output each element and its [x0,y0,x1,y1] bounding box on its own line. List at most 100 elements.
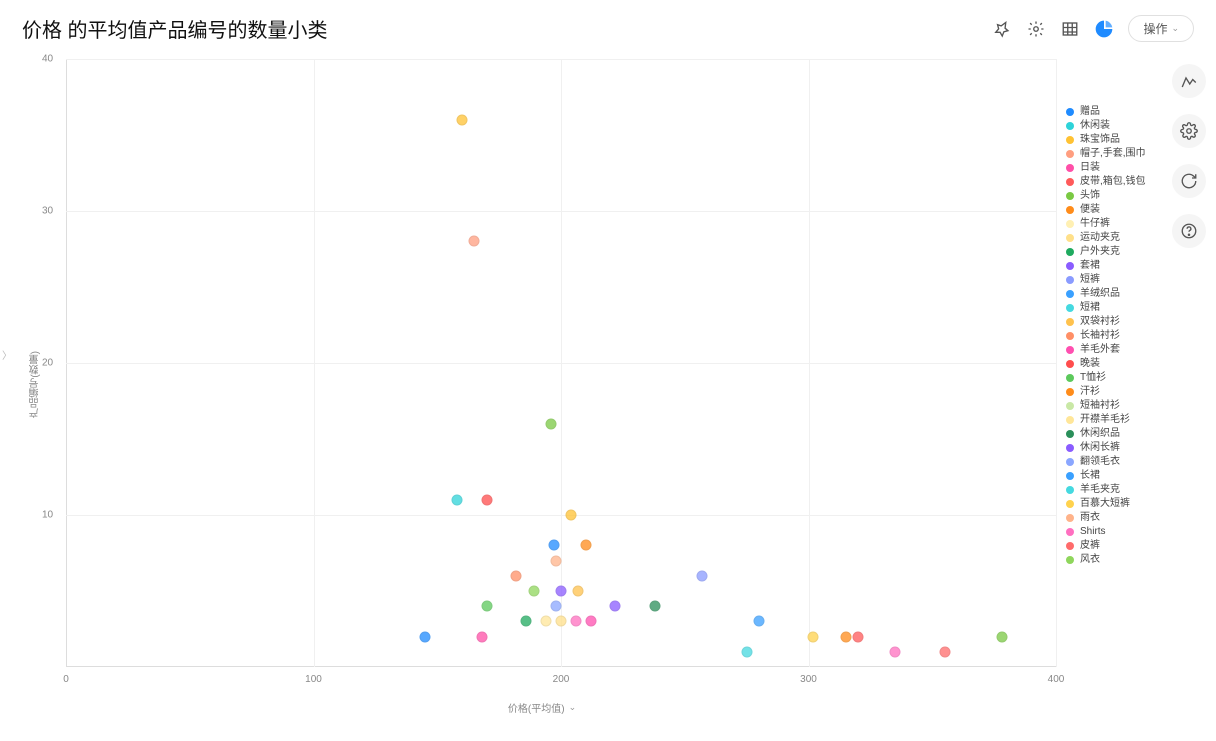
data-point[interactable] [585,616,596,627]
expand-handle[interactable]: 〉 [2,347,12,362]
legend-item[interactable]: 晚装 [1066,359,1172,369]
data-point[interactable] [697,570,708,581]
legend-item[interactable]: T恤衫 [1066,373,1172,383]
help-icon[interactable] [1172,214,1206,248]
legend-swatch [1066,108,1074,116]
legend-item[interactable]: 套裙 [1066,261,1172,271]
legend-item[interactable]: 羊绒织品 [1066,289,1172,299]
legend-item[interactable]: 翻领毛衣 [1066,457,1172,467]
legend-item[interactable]: 百慕大短裤 [1066,499,1172,509]
edit-line-icon[interactable] [1172,64,1206,98]
data-point[interactable] [573,586,584,597]
legend-item[interactable]: 皮带,箱包,钱包 [1066,177,1172,187]
data-point[interactable] [610,601,621,612]
data-point[interactable] [808,631,819,642]
operations-button[interactable]: 操作⌄ [1128,15,1194,42]
settings-icon[interactable] [1172,114,1206,148]
data-point[interactable] [650,601,661,612]
x-tick: 0 [63,674,69,685]
legend-item[interactable]: Shirts [1066,527,1172,537]
legend-swatch [1066,234,1074,242]
pin-icon[interactable] [992,19,1012,39]
legend-label: 长裙 [1080,471,1100,481]
data-point[interactable] [481,494,492,505]
data-point[interactable] [452,494,463,505]
legend-item[interactable]: 休闲织品 [1066,429,1172,439]
x-axis-label[interactable]: 价格(平均值)⌄ [508,700,576,715]
legend-item[interactable]: 便装 [1066,205,1172,215]
data-point[interactable] [457,114,468,125]
y-tick: 20 [42,358,53,369]
legend-swatch [1066,458,1074,466]
legend-item[interactable]: 羊毛外套 [1066,345,1172,355]
data-point[interactable] [996,631,1007,642]
legend-item[interactable]: 短袖衬衫 [1066,401,1172,411]
x-tick: 100 [305,674,322,685]
legend-item[interactable]: 短裤 [1066,275,1172,285]
legend-item[interactable]: 开襟羊毛衫 [1066,415,1172,425]
data-point[interactable] [853,631,864,642]
y-tick: 10 [42,510,53,521]
data-point[interactable] [528,586,539,597]
legend-item[interactable]: 皮裤 [1066,541,1172,551]
legend-item[interactable]: 长袖衬衫 [1066,331,1172,341]
legend-item[interactable]: 户外夹克 [1066,247,1172,257]
legend-swatch [1066,514,1074,522]
data-point[interactable] [556,586,567,597]
legend-label: 户外夹克 [1080,247,1120,257]
legend-swatch [1066,556,1074,564]
legend-item[interactable]: 羊毛夹克 [1066,485,1172,495]
legend-item[interactable]: 赠品 [1066,107,1172,117]
gear-icon[interactable] [1026,19,1046,39]
data-point[interactable] [469,236,480,247]
chart-type-icon[interactable] [1094,19,1114,39]
data-point[interactable] [556,616,567,627]
table-icon[interactable] [1060,19,1080,39]
legend-label: 日装 [1080,163,1100,173]
legend-item[interactable]: 休闲装 [1066,121,1172,131]
legend: 赠品休闲装珠宝饰品帽子,手套,围巾日装皮带,箱包,钱包头饰便装牛仔裤运动夹克户外… [1062,51,1172,711]
legend-label: 晚装 [1080,359,1100,369]
data-point[interactable] [481,601,492,612]
data-point[interactable] [939,646,950,657]
legend-swatch [1066,528,1074,536]
data-point[interactable] [546,418,557,429]
legend-swatch [1066,164,1074,172]
y-tick: 30 [42,206,53,217]
data-point[interactable] [570,616,581,627]
data-point[interactable] [741,646,752,657]
data-point[interactable] [521,616,532,627]
legend-item[interactable]: 珠宝饰品 [1066,135,1172,145]
data-point[interactable] [548,540,559,551]
data-point[interactable] [551,555,562,566]
legend-item[interactable]: 双袋衬衫 [1066,317,1172,327]
data-point[interactable] [754,616,765,627]
data-point[interactable] [565,510,576,521]
data-point[interactable] [541,616,552,627]
data-point[interactable] [840,631,851,642]
legend-item[interactable]: 头饰 [1066,191,1172,201]
data-point[interactable] [476,631,487,642]
data-point[interactable] [419,631,430,642]
side-toolbar [1172,64,1206,248]
legend-item[interactable]: 帽子,手套,围巾 [1066,149,1172,159]
refresh-icon[interactable] [1172,164,1206,198]
legend-item[interactable]: 休闲长裤 [1066,443,1172,453]
legend-item[interactable]: 运动夹克 [1066,233,1172,243]
legend-label: 短袖衬衫 [1080,401,1120,411]
legend-swatch [1066,178,1074,186]
y-axis-label: 产品编号(数量) [28,351,43,418]
legend-item[interactable]: 长裙 [1066,471,1172,481]
data-point[interactable] [511,570,522,581]
legend-item[interactable]: 汗衫 [1066,387,1172,397]
legend-item[interactable]: 日装 [1066,163,1172,173]
legend-item[interactable]: 短裙 [1066,303,1172,313]
legend-item[interactable]: 牛仔裤 [1066,219,1172,229]
data-point[interactable] [580,540,591,551]
legend-item[interactable]: 风衣 [1066,555,1172,565]
data-point[interactable] [551,601,562,612]
legend-swatch [1066,416,1074,424]
data-point[interactable] [890,646,901,657]
legend-swatch [1066,360,1074,368]
legend-item[interactable]: 雨衣 [1066,513,1172,523]
